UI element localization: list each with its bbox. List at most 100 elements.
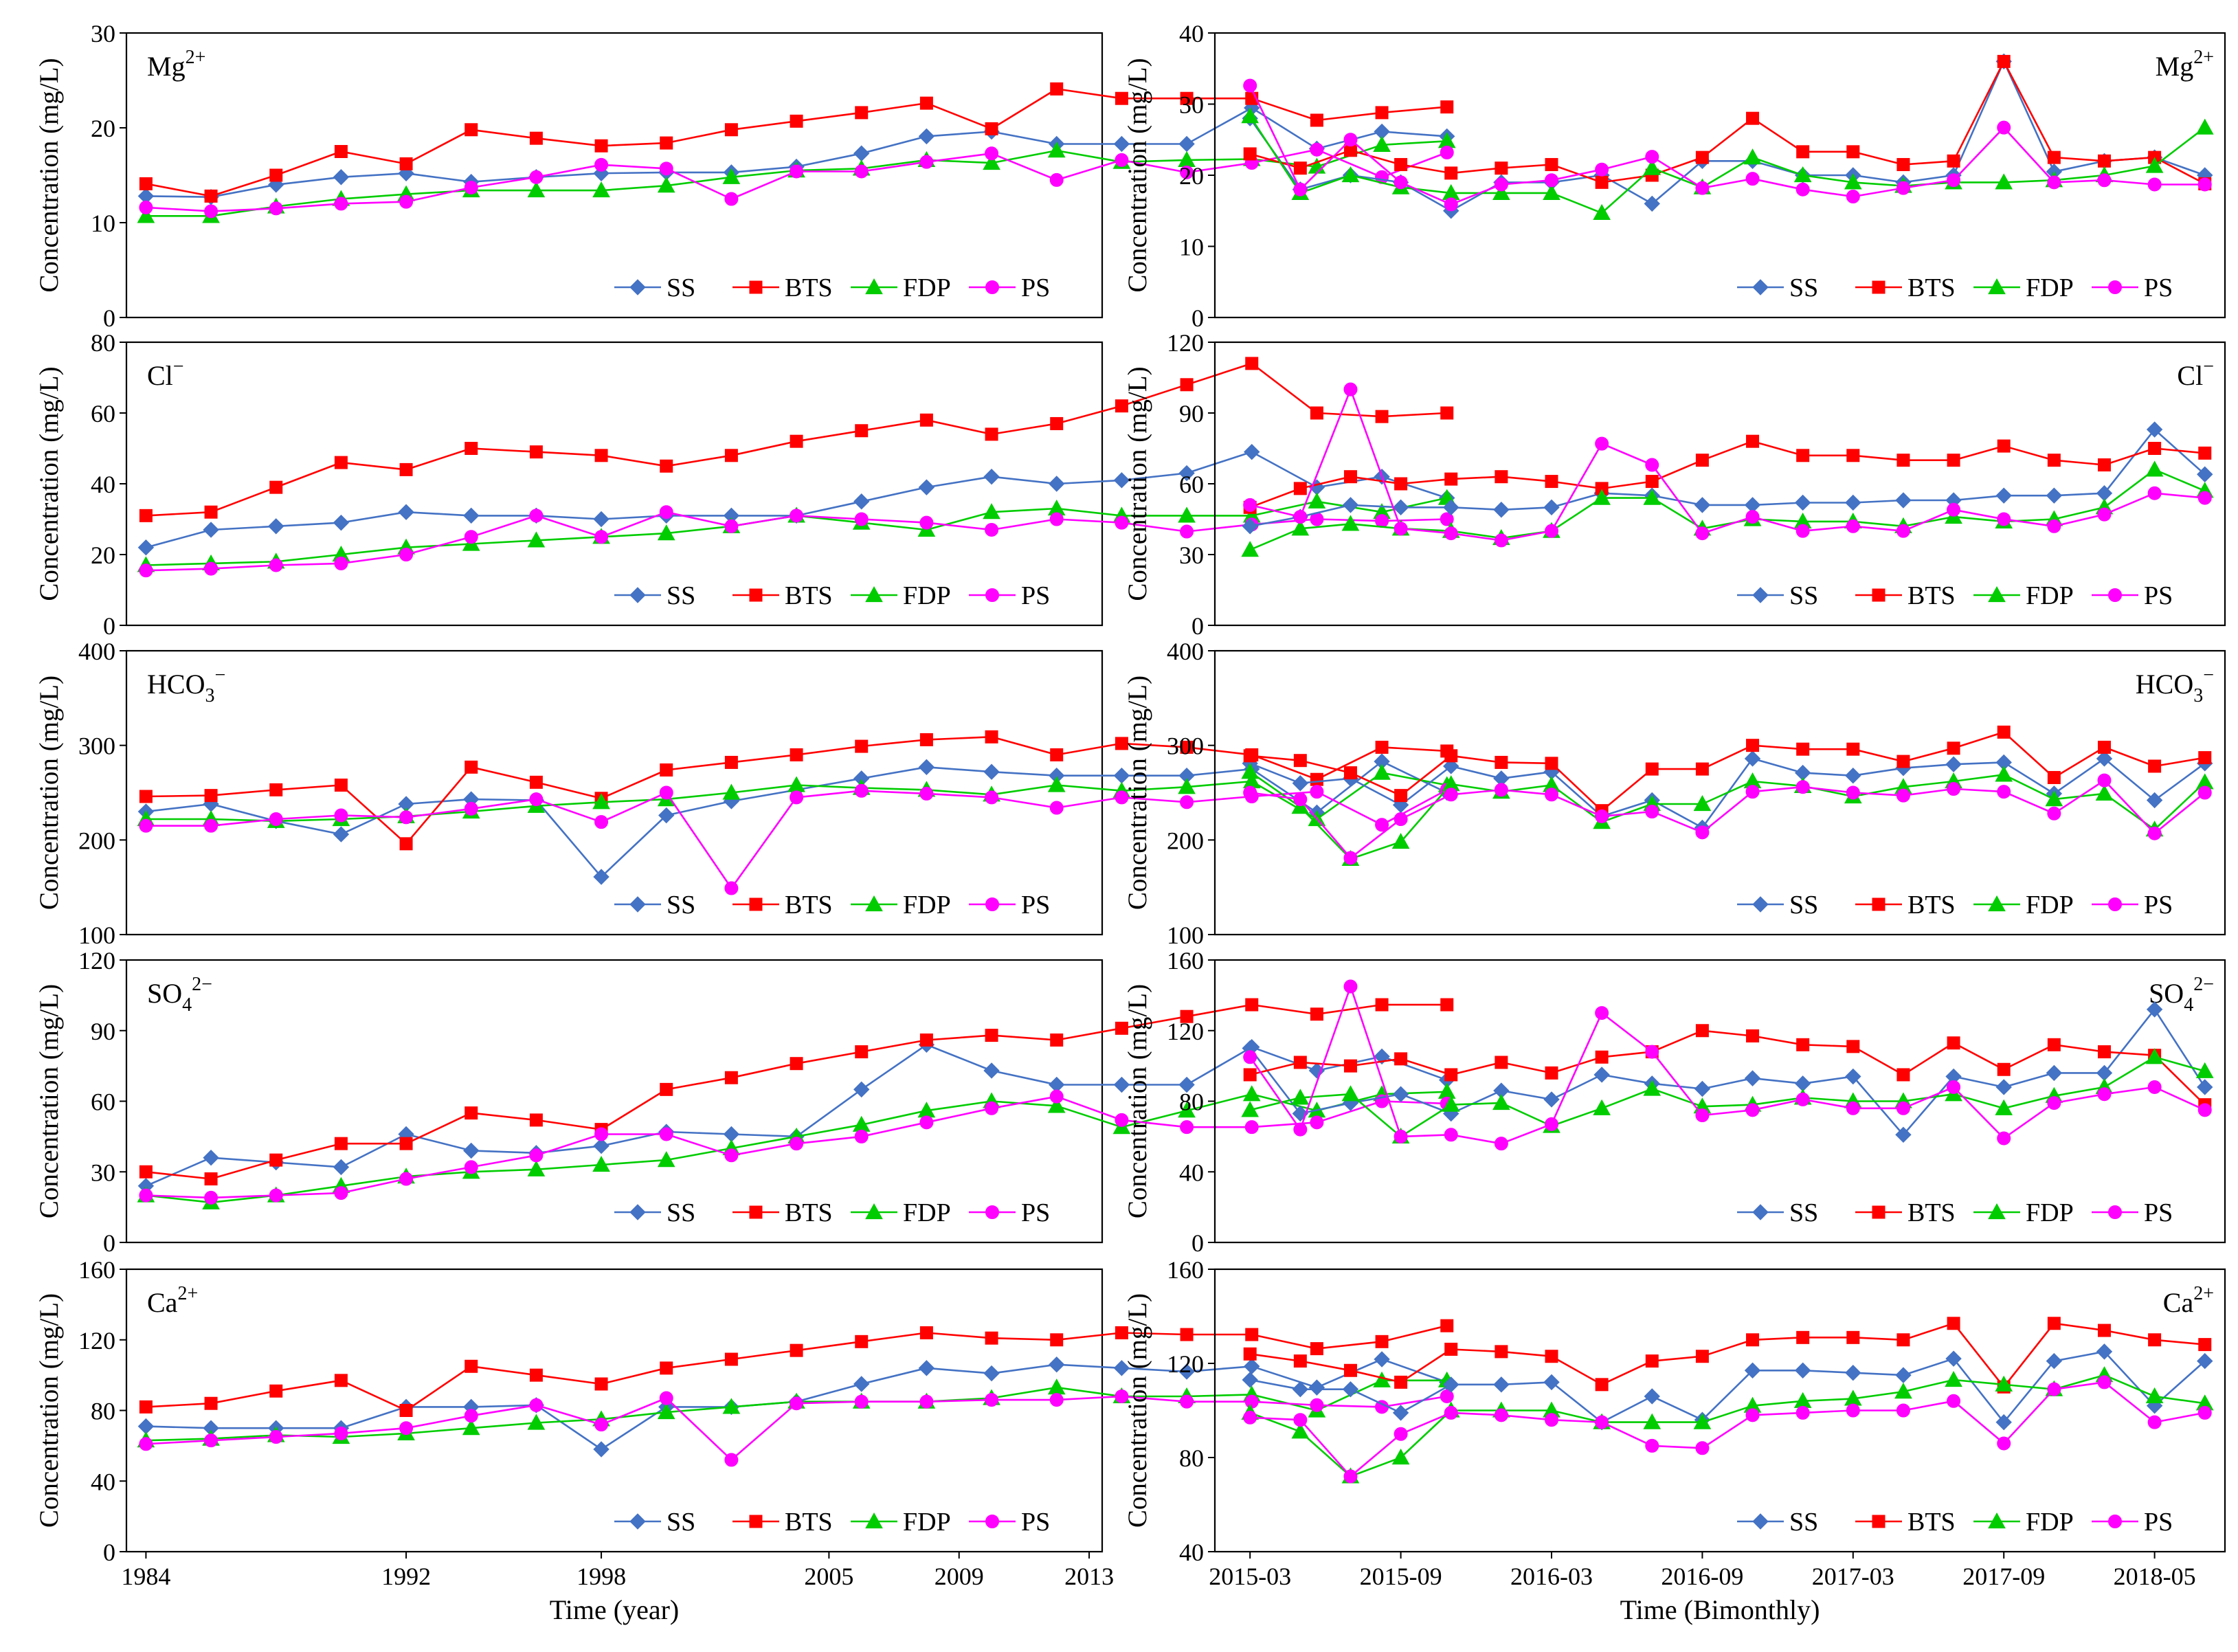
point-ps (1745, 1408, 1760, 1422)
point-ps (529, 1398, 544, 1412)
point-bts (2198, 751, 2212, 765)
legend-marker-bts (749, 280, 763, 294)
point-ss (2197, 1079, 2213, 1095)
plot-frame (1213, 1268, 2226, 1553)
panel-left-so4: 0 30 60 90 120 Concentration (mg/L) SO42− SS BTS… (34, 947, 1456, 1257)
point-ps (724, 881, 739, 895)
x-tick-label: 1992 (381, 1563, 431, 1590)
point-bts (399, 462, 413, 476)
legend-label-fdp: FDP (2026, 891, 2074, 919)
point-ps (594, 815, 609, 829)
point-bts (204, 789, 218, 803)
point-ps (1997, 785, 2011, 799)
point-bts (1440, 100, 1454, 114)
point-ss (333, 169, 350, 186)
point-bts (399, 837, 413, 851)
point-ps (334, 1426, 348, 1440)
point-bts (1796, 742, 1810, 756)
legend-label-fdp: FDP (2026, 274, 2074, 302)
legend-label-ps: PS (2144, 891, 2173, 919)
point-fdp (592, 1155, 610, 1172)
panel-right-mg: 0 10 20 30 40 Concentration (mg/L) Mg2+ SS BTS FD… (1123, 20, 2226, 332)
point-bts (1293, 1056, 1307, 1069)
point-ps (724, 1453, 739, 1467)
point-bts (1375, 998, 1389, 1012)
point-ss (853, 493, 870, 510)
series-line-ss (1249, 428, 2206, 528)
point-fdp (1492, 183, 1510, 200)
point-bts (1444, 472, 1458, 486)
y-tick-label: 160 (1167, 1256, 1204, 1284)
point-bts (399, 1137, 413, 1150)
point-fdp (1291, 1089, 1310, 1105)
legend-marker-bts (749, 588, 763, 602)
point-ps (1494, 177, 1508, 192)
point-ps (1947, 1394, 1961, 1408)
point-ps (1595, 1006, 1609, 1020)
point-ss (1744, 1070, 1761, 1086)
point-ps (1545, 788, 1558, 802)
point-bts (1645, 475, 1659, 489)
point-ps (1343, 382, 1358, 397)
y-tick-label: 400 (1167, 638, 1204, 665)
plot-frame (125, 1268, 1104, 1553)
y-axis-label: Concentration (mg/L) (34, 676, 64, 910)
point-bts (334, 1374, 348, 1387)
point-ps (1846, 519, 1860, 533)
point-bts (1896, 157, 1910, 171)
point-ps (854, 512, 869, 526)
point-bts (1896, 1333, 1910, 1347)
point-fdp (527, 181, 546, 198)
plot-frame (125, 32, 1104, 319)
point-fdp (1793, 166, 1812, 183)
point-ss (1694, 497, 1711, 513)
point-fdp (1308, 492, 1326, 509)
point-ps (334, 197, 348, 211)
point-bts (465, 1359, 478, 1373)
y-tick-label: 20 (91, 542, 115, 569)
ion-label: HCO3− (2136, 665, 2214, 706)
legend-label-bts: BTS (1907, 581, 1956, 610)
ion-label: Cl− (2177, 356, 2214, 391)
point-bts (594, 1377, 608, 1391)
point-bts (724, 755, 738, 769)
ion-label: Ca2+ (2163, 1283, 2214, 1318)
point-ss (398, 504, 414, 520)
point-ps (594, 1127, 609, 1141)
point-ss (2046, 1352, 2063, 1370)
point-fdp (1593, 489, 1611, 505)
point-ps (2197, 1103, 2212, 1117)
legend-marker-fdp (1988, 895, 2006, 912)
point-bts (529, 1113, 543, 1127)
point-fdp (1373, 763, 1391, 780)
point-bts (1180, 740, 1194, 754)
point-bts (1695, 1350, 1709, 1363)
point-fdp (1442, 1095, 1460, 1112)
point-ss (1644, 1388, 1660, 1405)
point-bts (1595, 1050, 1609, 1064)
point-bts (1997, 725, 2011, 739)
point-bts (139, 1165, 153, 1179)
point-ps (1795, 1405, 1810, 1420)
point-ss (1392, 1086, 1409, 1102)
point-ps (1244, 1394, 1259, 1409)
point-bts (1495, 1056, 1508, 1069)
y-tick-label: 200 (78, 827, 115, 854)
point-bts (2198, 1338, 2212, 1352)
point-bts (1243, 1347, 1257, 1361)
point-ps (790, 1137, 804, 1151)
y-tick-label: 0 (103, 612, 115, 640)
point-bts (465, 442, 478, 455)
plot-frame (125, 649, 1104, 936)
point-fdp (1341, 515, 1360, 531)
point-fdp (1391, 833, 1410, 849)
point-ps (1896, 788, 1910, 803)
point-fdp (592, 181, 610, 198)
point-ps (139, 818, 153, 833)
legend-marker-fdp (865, 1203, 883, 1220)
point-bts (1050, 416, 1064, 430)
point-bts (790, 434, 803, 448)
legend-label-ps: PS (1021, 891, 1050, 919)
point-bts (1115, 737, 1128, 750)
point-bts (660, 763, 673, 777)
